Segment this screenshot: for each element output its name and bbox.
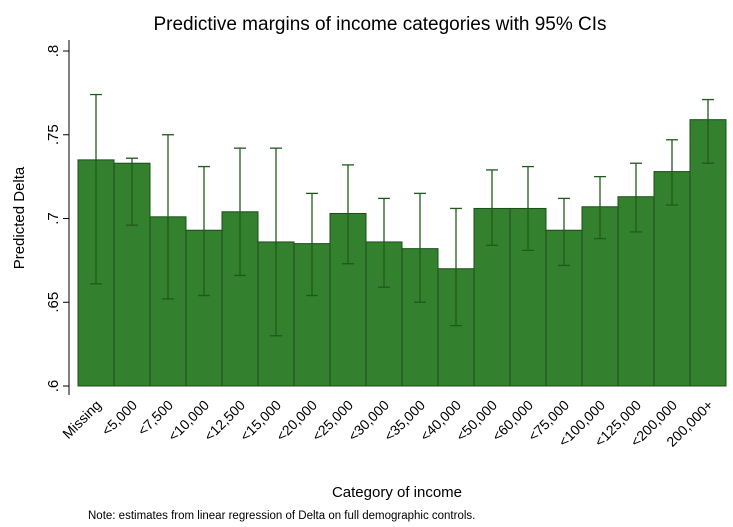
bar [689, 119, 727, 387]
y-tick-label: .65 [45, 292, 62, 313]
y-tick-label: .6 [45, 380, 62, 393]
x-tick-label: Missing [59, 397, 104, 442]
y-axis-title: Predicted Delta [11, 166, 28, 269]
y-tick-label: .7 [45, 212, 62, 225]
y-tick-label: .75 [45, 124, 62, 145]
y-tick-label: .8 [45, 45, 62, 58]
x-tick-label: <5,000 [98, 397, 140, 439]
x-axis-title: Category of income [332, 484, 462, 501]
note: Note: estimates from linear regression o… [88, 510, 475, 522]
chart-title: Predictive margins of income categories … [153, 14, 606, 35]
